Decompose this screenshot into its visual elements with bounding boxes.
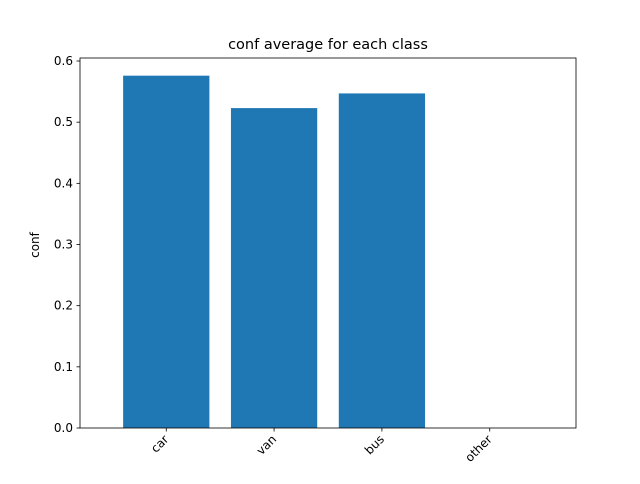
y-tick-label: 0.5 [54, 115, 73, 129]
bar-bus [338, 93, 426, 428]
bars-group [123, 75, 426, 429]
y-tick-label: 0.4 [54, 176, 73, 190]
x-tick-label-other: other [462, 432, 495, 465]
y-tick-label: 0.6 [54, 54, 73, 68]
y-tick-label: 0.0 [54, 421, 73, 435]
plot-frame [79, 57, 577, 429]
chart-title: conf average for each class [228, 37, 428, 53]
y-axis-label: conf [28, 231, 42, 258]
y-tick-label: 0.1 [54, 360, 73, 374]
bar-van [230, 108, 318, 429]
y-tick-label: 0.3 [54, 238, 73, 252]
x-tick-label-car: car [148, 432, 171, 455]
x-tick-label-bus: bus [362, 432, 387, 457]
y-tick-label: 0.2 [54, 299, 73, 313]
x-tick-label-van: van [254, 432, 280, 458]
bar-car [123, 75, 210, 429]
